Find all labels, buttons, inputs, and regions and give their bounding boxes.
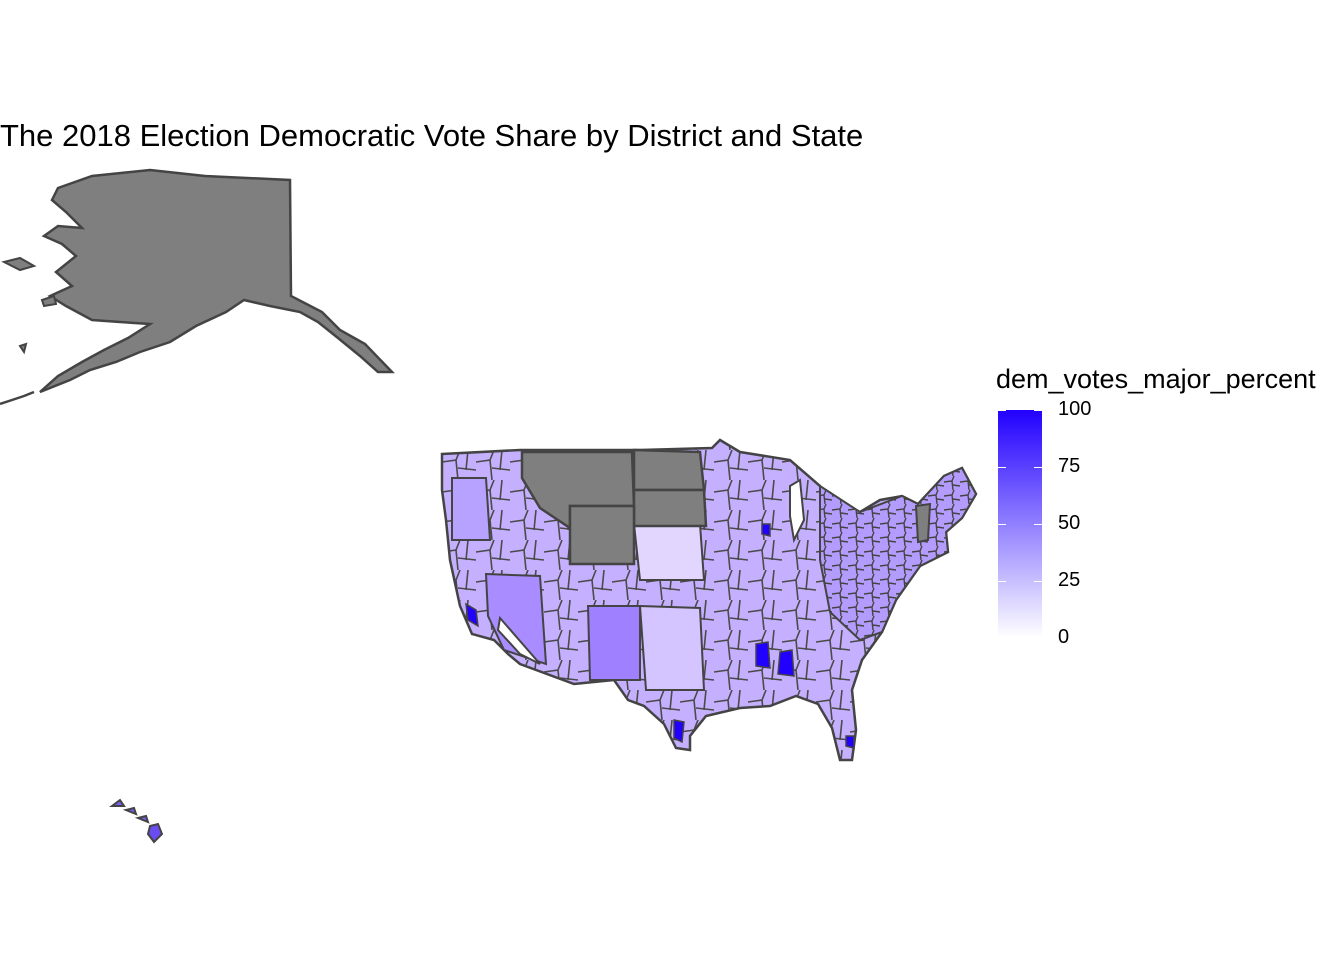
legend-tick-label: 50 xyxy=(1058,512,1081,534)
legend-tick-mark xyxy=(1034,638,1042,639)
contiguous-us-shape xyxy=(440,438,978,762)
legend-tick-label: 25 xyxy=(1058,569,1081,591)
hawaii-shape xyxy=(109,798,164,844)
legend-tick-mark xyxy=(998,467,1006,468)
legend-tick-mark xyxy=(1034,581,1042,582)
legend-tick-mark xyxy=(998,410,1006,411)
map-title: The 2018 Election Democratic Vote Share … xyxy=(0,118,864,153)
legend-tick-mark xyxy=(998,638,1006,639)
legend-tick-label: 75 xyxy=(1058,455,1081,477)
legend-tick-label: 0 xyxy=(1058,626,1070,648)
legend-tick-mark xyxy=(1034,467,1042,468)
legend-tick-mark xyxy=(998,524,1006,525)
legend-tick-mark xyxy=(998,581,1006,582)
legend-tick-mark xyxy=(1034,524,1042,525)
legend-tick-label: 100 xyxy=(1058,398,1092,420)
legend-tick-mark xyxy=(1034,410,1042,411)
legend-title: dem_votes_major_percent xyxy=(996,364,1316,394)
alaska-shape xyxy=(0,168,395,406)
